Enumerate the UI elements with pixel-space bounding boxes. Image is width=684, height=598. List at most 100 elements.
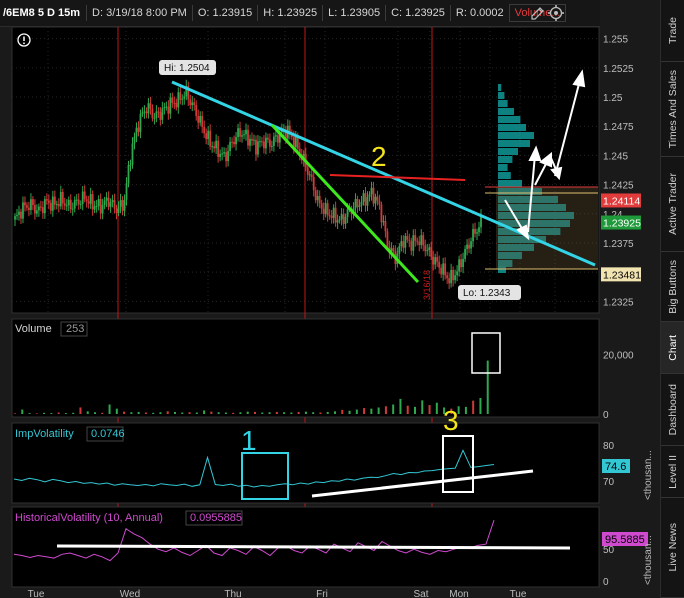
volume-bar xyxy=(326,411,329,414)
candle-body xyxy=(171,97,174,103)
annotation-2: 2 xyxy=(371,141,387,172)
candle-body xyxy=(472,228,474,242)
candle-body xyxy=(143,111,146,113)
candle-body xyxy=(336,220,339,223)
volume-bar xyxy=(254,411,256,414)
candle-body xyxy=(392,248,395,252)
volume-bar xyxy=(486,360,489,414)
candle-body xyxy=(151,108,154,119)
histvol-level-line xyxy=(56,544,571,550)
candle-body xyxy=(330,215,333,218)
volume-bar xyxy=(115,408,118,414)
candle-body xyxy=(47,200,50,203)
price-tag xyxy=(601,215,641,230)
candle-body xyxy=(398,246,401,254)
impvol-box-3 xyxy=(442,435,474,493)
candle-body xyxy=(274,135,277,137)
candle-body xyxy=(253,139,255,141)
volume-bar xyxy=(363,408,366,414)
candle-body xyxy=(428,247,431,251)
red-resistance-line[interactable] xyxy=(329,174,466,181)
candle-body xyxy=(404,236,407,248)
volume-profile-bar xyxy=(498,204,566,211)
candle-body xyxy=(145,111,148,114)
volume-button[interactable]: Volume... xyxy=(508,4,567,22)
volume-bar xyxy=(370,408,373,414)
candle-body xyxy=(167,106,170,114)
symbol-label[interactable]: /6EM8 5 D 15m xyxy=(3,7,81,19)
volume-bar xyxy=(210,411,213,414)
candle-body xyxy=(121,200,124,211)
sidebar-tab-dashboard[interactable]: Dashboard xyxy=(661,374,684,446)
candle-body xyxy=(422,235,425,246)
sidebar-tab-level-ii[interactable]: Level II xyxy=(661,446,684,498)
edit-pencil-icon[interactable] xyxy=(531,7,544,20)
volume-bar xyxy=(50,413,53,414)
candle-body xyxy=(129,164,132,166)
annotation-3: 3 xyxy=(443,405,459,436)
sidebar-tab-trade[interactable]: Trade xyxy=(661,0,684,62)
candle-body xyxy=(442,263,445,275)
candle-body xyxy=(89,194,92,204)
candle-body xyxy=(221,153,224,155)
volume-panel[interactable] xyxy=(11,318,600,418)
candle-body xyxy=(28,207,30,210)
sidebar-tab-label: Live News xyxy=(667,523,679,572)
price-tick-label: 1.2375 xyxy=(603,239,634,250)
sidebar-tab-active-trader[interactable]: Active Trader xyxy=(661,157,684,252)
candle-body xyxy=(125,183,128,200)
volume-bar xyxy=(450,408,453,414)
volume-bar xyxy=(319,412,322,414)
volume-bar xyxy=(57,412,60,414)
impvol-panel[interactable] xyxy=(11,422,600,504)
candle-body xyxy=(320,203,323,209)
sidebar-tab-live-news[interactable]: Live News xyxy=(661,498,684,598)
volume-bar xyxy=(195,412,198,414)
candle-body xyxy=(402,241,405,248)
x-axis-label: Tue xyxy=(28,589,45,598)
volume-bar xyxy=(414,406,416,414)
candle-body xyxy=(115,208,118,213)
settings-gear-icon[interactable] xyxy=(548,5,564,21)
candle-body xyxy=(45,199,48,201)
candle-body xyxy=(384,221,387,232)
volume-bar xyxy=(72,412,75,414)
volume-bar xyxy=(239,412,242,414)
candle-body xyxy=(18,211,20,215)
candle-body xyxy=(49,202,52,211)
alert-icon[interactable] xyxy=(17,33,31,47)
candle-body xyxy=(133,136,136,144)
volume-bar xyxy=(443,407,446,414)
candle-body xyxy=(247,129,249,146)
volume-title: Volume xyxy=(15,323,52,335)
candle-body xyxy=(177,92,180,108)
candle-body xyxy=(374,196,377,204)
candle-body xyxy=(346,209,349,217)
volume-value-box xyxy=(60,321,88,337)
volume-profile-bar xyxy=(498,196,558,203)
candle-body xyxy=(59,191,62,207)
volume-profile-bar xyxy=(498,260,513,267)
impvol-trendline xyxy=(311,469,534,498)
sidebar-tab-times-and-sales[interactable]: Times And Sales xyxy=(661,62,684,157)
volume-profile-bar xyxy=(498,156,513,163)
volume-bar xyxy=(464,406,467,414)
volume-bar xyxy=(348,410,351,414)
sidebar-tab-chart[interactable]: Chart xyxy=(661,322,684,374)
volume-y-axis: 20,000 0 xyxy=(603,351,634,421)
candle-body xyxy=(67,199,70,206)
volume-bar xyxy=(94,412,96,414)
green-trendline[interactable] xyxy=(270,123,420,284)
candle-body xyxy=(410,240,413,251)
session-date-label: 3/16/18 xyxy=(422,270,432,300)
volume-profile-bar xyxy=(498,164,508,171)
sidebar-tab-big-buttons[interactable]: Big Buttons xyxy=(661,252,684,322)
volume-bar xyxy=(64,413,67,414)
chart-area[interactable]: 1.2551.25251.251.24751.2451.24251.241.23… xyxy=(0,0,660,598)
candle-body xyxy=(39,206,42,208)
candle-body xyxy=(61,191,64,204)
candle-body xyxy=(444,263,447,276)
volume-highlight-box xyxy=(471,332,501,374)
candle-body xyxy=(332,207,335,218)
price-candles xyxy=(14,79,482,289)
